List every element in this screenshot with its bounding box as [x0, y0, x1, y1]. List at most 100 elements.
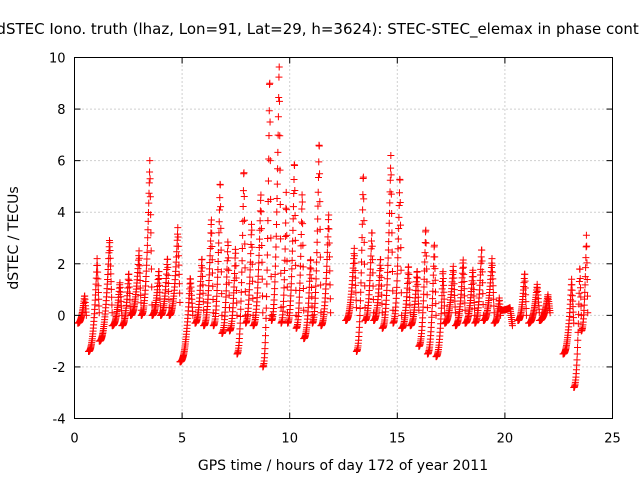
- data-point: [144, 234, 152, 242]
- data-point: [521, 277, 529, 285]
- data-point: [135, 254, 143, 262]
- data-point: [295, 293, 303, 301]
- data-point: [256, 235, 264, 243]
- data-point: [248, 226, 256, 234]
- data-point: [383, 281, 391, 289]
- data-point: [224, 241, 232, 249]
- data-point: [299, 241, 307, 249]
- data-point: [236, 313, 244, 321]
- data-point: [175, 280, 183, 288]
- data-point: [208, 256, 216, 264]
- data-point: [423, 278, 431, 286]
- data-point: [298, 198, 306, 206]
- data-point: [296, 287, 304, 295]
- data-point: [489, 288, 497, 296]
- data-point: [546, 309, 554, 317]
- data-point: [273, 194, 281, 202]
- satellite-arc: [514, 270, 530, 325]
- data-point: [174, 242, 182, 250]
- satellite-arc: [284, 161, 300, 327]
- satellite-arc: [398, 263, 414, 332]
- data-point: [271, 278, 279, 286]
- data-point: [459, 263, 467, 271]
- data-point: [479, 279, 487, 287]
- satellite-arc: [370, 256, 386, 325]
- data-point: [570, 319, 578, 327]
- data-point: [155, 275, 163, 283]
- data-point: [478, 268, 486, 276]
- data-point: [273, 180, 281, 188]
- satellite-arc: [352, 173, 369, 355]
- data-point: [208, 229, 216, 237]
- data-point: [489, 268, 497, 276]
- data-point: [431, 265, 439, 273]
- data-point: [276, 200, 284, 208]
- data-point: [274, 131, 282, 139]
- data-point: [377, 282, 385, 290]
- data-point: [316, 253, 324, 261]
- data-point: [378, 300, 386, 308]
- data-point: [384, 254, 392, 262]
- data-point: [428, 301, 436, 309]
- data-point: [490, 295, 498, 303]
- data-point: [314, 202, 322, 210]
- data-point: [387, 164, 395, 172]
- satellite-arc: [267, 63, 285, 325]
- data-point: [283, 231, 291, 239]
- y-tick-label: 2: [57, 258, 65, 273]
- data-point: [521, 284, 529, 292]
- data-point: [415, 300, 423, 308]
- data-point: [386, 199, 394, 207]
- data-point: [249, 277, 257, 285]
- data-point: [419, 297, 427, 305]
- data-point: [292, 261, 300, 269]
- data-point: [584, 309, 592, 317]
- data-point: [125, 277, 133, 285]
- data-point: [296, 271, 304, 279]
- data-point: [147, 247, 155, 255]
- data-point: [386, 176, 394, 184]
- data-point: [262, 314, 270, 322]
- data-point: [432, 311, 440, 319]
- data-point: [165, 296, 173, 304]
- satellite-arc: [406, 268, 423, 330]
- data-point: [270, 291, 278, 299]
- data-point: [107, 285, 115, 293]
- data-point: [326, 295, 334, 303]
- data-point: [206, 265, 214, 273]
- data-point: [254, 278, 262, 286]
- x-axis-label: GPS time / hours of day 172 of year 2011: [198, 458, 488, 474]
- data-point: [395, 225, 403, 233]
- data-point: [295, 299, 303, 307]
- data-point: [384, 261, 392, 269]
- data-point: [213, 287, 221, 295]
- data-point: [575, 289, 583, 297]
- satellite-arc: [317, 211, 335, 330]
- data-point: [246, 266, 254, 274]
- data-point: [241, 288, 249, 296]
- satellite-arc: [461, 266, 479, 327]
- data-point: [254, 272, 262, 280]
- data-point: [420, 283, 428, 291]
- data-point: [225, 279, 233, 287]
- data-point: [174, 230, 182, 238]
- data-point: [306, 264, 314, 272]
- data-point: [208, 243, 216, 251]
- data-point: [248, 220, 256, 228]
- satellite-arc: [423, 241, 440, 358]
- data-point: [387, 151, 395, 159]
- data-point: [255, 259, 263, 267]
- data-point: [479, 290, 487, 298]
- y-tick-label: -4: [53, 413, 66, 428]
- data-point: [428, 308, 436, 316]
- data-point: [282, 219, 290, 227]
- data-point: [489, 275, 497, 283]
- data-point: [459, 256, 467, 264]
- data-point: [189, 311, 197, 319]
- data-point: [82, 311, 90, 319]
- data-point: [263, 251, 271, 259]
- data-point: [581, 288, 589, 296]
- data-point: [323, 248, 331, 256]
- data-point: [580, 301, 588, 309]
